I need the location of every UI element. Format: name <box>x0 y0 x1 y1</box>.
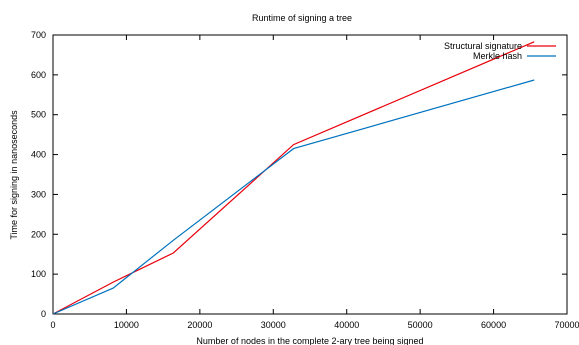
x-tick-label: 10000 <box>114 320 139 330</box>
x-tick-label: 70000 <box>554 320 579 330</box>
x-tick-label: 40000 <box>334 320 359 330</box>
x-axis-label: Number of nodes in the complete 2-ary tr… <box>196 336 423 345</box>
legend-label-structural-signature: Structural signature <box>444 41 522 51</box>
series-lines <box>52 41 535 315</box>
x-tick-label: 0 <box>50 320 55 330</box>
x-tick-label: 30000 <box>261 320 286 330</box>
y-axis-label: Time for signing in nanoseconds <box>9 110 19 240</box>
x-tick-label: 50000 <box>408 320 433 330</box>
y-tick-label: 700 <box>31 30 46 40</box>
y-tick-label: 500 <box>31 110 46 120</box>
legend-label-merkle-hash: Merkle hash <box>473 51 522 61</box>
y-tick-label: 100 <box>31 269 46 279</box>
y-tick-label: 0 <box>41 309 46 319</box>
plot-frame <box>52 34 568 315</box>
y-tick-label: 400 <box>31 150 46 160</box>
y-axis-ticks: 0 100 200 300 400 500 600 700 <box>31 30 567 319</box>
y-tick-label: 200 <box>31 229 46 239</box>
x-axis-ticks: 0 10000 20000 30000 40000 50000 60000 70000 <box>50 35 579 330</box>
x-tick-label: 20000 <box>187 320 212 330</box>
y-tick-label: 600 <box>31 70 46 80</box>
series-line-structural-signature <box>52 41 535 315</box>
x-tick-label: 60000 <box>481 320 506 330</box>
y-tick-label: 300 <box>31 189 46 199</box>
chart-title: Runtime of signing a tree <box>252 13 352 23</box>
series-line-merkle-hash <box>52 79 535 315</box>
